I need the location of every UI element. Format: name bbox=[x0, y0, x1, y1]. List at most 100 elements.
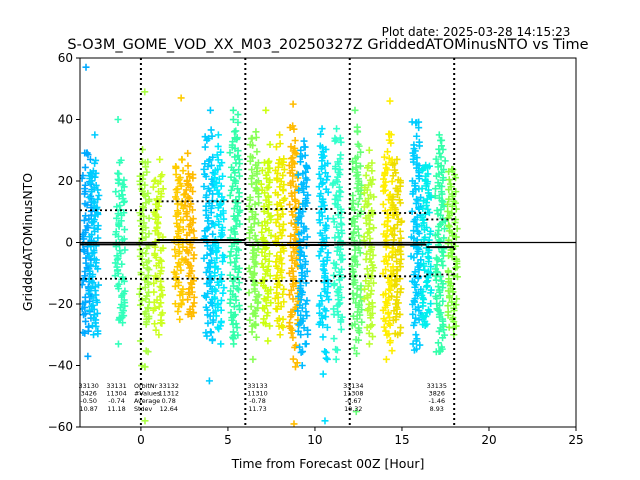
data-point bbox=[354, 212, 362, 220]
data-point bbox=[211, 174, 219, 182]
data-point bbox=[140, 212, 148, 220]
data-point bbox=[177, 182, 185, 190]
data-point bbox=[362, 171, 370, 179]
data-point bbox=[436, 273, 444, 281]
data-point bbox=[315, 183, 323, 191]
annotation-line: 3426 bbox=[81, 390, 97, 398]
data-point bbox=[369, 251, 377, 259]
data-point bbox=[289, 355, 297, 363]
x-tick-label: 5 bbox=[224, 433, 232, 447]
data-point bbox=[379, 187, 387, 195]
data-point bbox=[432, 185, 440, 193]
data-point bbox=[356, 293, 364, 301]
data-point bbox=[279, 220, 287, 228]
data-point bbox=[258, 166, 266, 174]
data-point bbox=[266, 141, 274, 149]
data-point bbox=[155, 303, 163, 311]
data-point bbox=[174, 307, 182, 315]
data-point bbox=[349, 312, 357, 320]
data-point bbox=[211, 272, 219, 280]
data-point bbox=[418, 222, 426, 230]
data-point bbox=[250, 263, 258, 271]
data-point bbox=[441, 157, 449, 165]
data-point bbox=[439, 146, 447, 154]
data-point bbox=[181, 202, 189, 210]
data-series-1 bbox=[85, 131, 103, 339]
data-point bbox=[182, 186, 190, 194]
data-point bbox=[175, 250, 183, 258]
data-point bbox=[273, 252, 281, 260]
data-point bbox=[81, 163, 89, 171]
data-point bbox=[337, 219, 345, 227]
data-point bbox=[445, 176, 453, 184]
data-point bbox=[358, 318, 366, 326]
x-tick-label: 0 bbox=[137, 433, 145, 447]
data-point bbox=[323, 176, 331, 184]
data-point bbox=[121, 226, 129, 234]
data-point bbox=[267, 216, 275, 224]
data-point bbox=[287, 329, 295, 337]
data-point bbox=[390, 211, 398, 219]
data-point bbox=[389, 263, 397, 271]
data-point bbox=[154, 231, 162, 239]
data-point bbox=[92, 322, 100, 330]
data-point bbox=[82, 212, 90, 220]
data-point bbox=[330, 281, 338, 289]
data-point bbox=[338, 239, 346, 247]
annotation-line: #Values bbox=[134, 390, 161, 398]
data-point bbox=[184, 296, 192, 304]
data-point bbox=[94, 234, 102, 242]
data-point bbox=[203, 332, 211, 340]
outlier-max bbox=[413, 119, 421, 127]
data-point bbox=[206, 312, 214, 320]
data-point bbox=[337, 256, 345, 264]
data-point bbox=[189, 302, 197, 310]
data-point bbox=[92, 205, 100, 213]
data-point bbox=[323, 256, 331, 264]
data-point bbox=[141, 283, 149, 291]
data-point bbox=[382, 178, 390, 186]
data-point bbox=[385, 314, 393, 322]
data-point bbox=[436, 291, 444, 299]
data-point bbox=[118, 260, 126, 268]
data-point bbox=[207, 250, 215, 258]
data-point bbox=[331, 264, 339, 272]
outlier-min bbox=[84, 352, 92, 360]
data-point bbox=[261, 245, 269, 253]
data-point bbox=[297, 219, 305, 227]
data-point bbox=[437, 153, 445, 161]
data-point bbox=[266, 272, 274, 280]
data-point bbox=[158, 319, 166, 327]
outlier-min bbox=[321, 417, 329, 425]
data-point bbox=[248, 328, 256, 336]
data-point bbox=[317, 292, 325, 300]
orbit-annotation-3: 33132 11312 0.78 12.64 bbox=[159, 382, 179, 413]
data-point bbox=[138, 255, 146, 263]
data-point bbox=[279, 315, 287, 323]
annotation-line: Stdev bbox=[134, 405, 153, 413]
annotation-line: -0.74 bbox=[108, 397, 125, 405]
data-point bbox=[364, 270, 372, 278]
data-point bbox=[278, 232, 286, 240]
data-point bbox=[248, 180, 256, 188]
annotation-line: -0.50 bbox=[80, 397, 97, 405]
data-point bbox=[287, 181, 295, 189]
data-point bbox=[290, 125, 298, 133]
data-point bbox=[254, 245, 262, 253]
data-point bbox=[370, 224, 378, 232]
data-point bbox=[173, 188, 181, 196]
outlier-max bbox=[206, 106, 214, 114]
data-point bbox=[260, 276, 268, 284]
data-point bbox=[153, 262, 161, 270]
data-point bbox=[120, 198, 128, 206]
data-point bbox=[138, 249, 146, 257]
data-point bbox=[236, 160, 244, 168]
data-point bbox=[349, 199, 357, 207]
data-point bbox=[412, 331, 420, 339]
data-point bbox=[150, 298, 158, 306]
data-point bbox=[80, 311, 88, 319]
x-tick-label: 25 bbox=[568, 433, 583, 447]
data-point bbox=[226, 299, 234, 307]
data-point bbox=[427, 300, 435, 308]
data-point bbox=[149, 183, 157, 191]
